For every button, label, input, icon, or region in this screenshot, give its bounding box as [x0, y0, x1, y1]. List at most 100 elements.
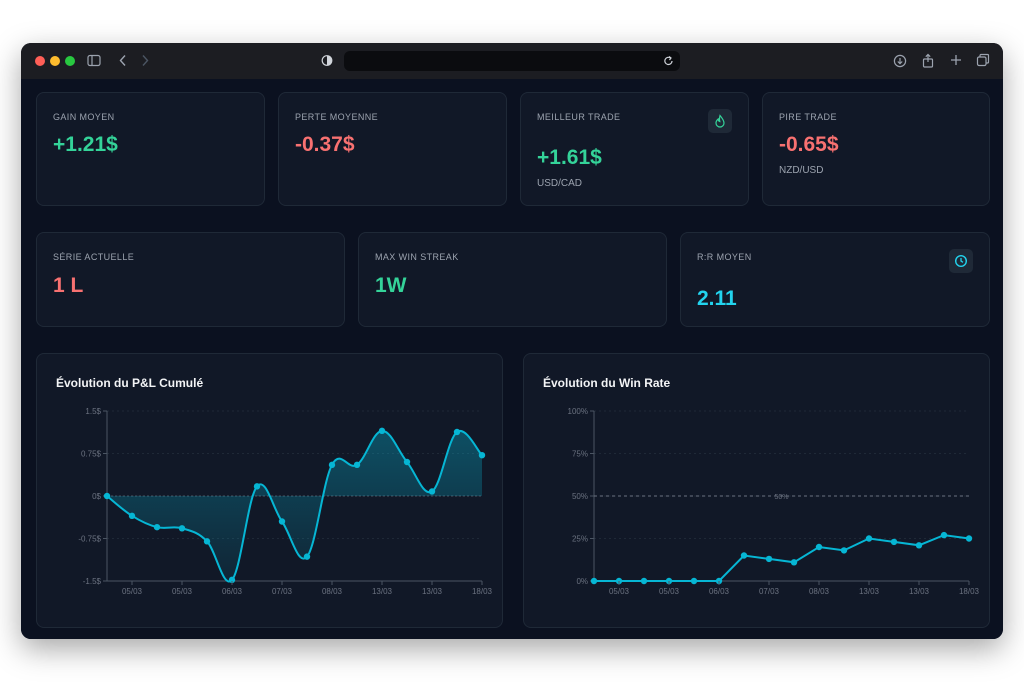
y-tick-label: 0$	[92, 492, 101, 501]
data-point	[915, 542, 923, 549]
tabs-overview-icon[interactable]	[976, 53, 990, 67]
stat-card-avg-rr: R:R MOYEN 2.11	[680, 232, 990, 327]
browser-window: GAIN MOYEN +1.21$ PERTE MOYENNE -0.37$ M…	[21, 43, 1003, 639]
data-point	[765, 555, 773, 563]
x-tick-label: 05/03	[659, 587, 680, 596]
data-point	[453, 428, 461, 436]
data-point	[303, 553, 311, 560]
x-tick-label: 08/03	[322, 587, 343, 596]
data-point	[840, 547, 848, 554]
x-tick-label: 05/03	[172, 587, 193, 596]
x-tick-label: 05/03	[609, 587, 630, 596]
stat-card-avg-loss: PERTE MOYENNE -0.37$	[278, 92, 507, 206]
data-point	[890, 538, 898, 546]
stat-value: 1 L	[53, 274, 84, 297]
download-icon[interactable]	[893, 54, 907, 68]
stat-card-max-win-streak: MAX WIN STREAK 1W	[358, 232, 667, 327]
stat-card-worst-trade: PIRE TRADE -0.65$ NZD/USD	[762, 92, 990, 206]
y-tick-label: 25%	[572, 535, 588, 544]
x-tick-label: 13/03	[859, 587, 880, 596]
data-point	[278, 518, 286, 525]
chart-title: Évolution du Win Rate	[543, 376, 671, 390]
winrate-chart-card: Évolution du Win Rate 100% 75% 50% 25% 0% 50%…	[523, 353, 990, 628]
y-tick-label: 50%	[572, 492, 588, 501]
data-point	[965, 535, 973, 542]
stat-value: -0.37$	[295, 133, 355, 156]
y-tick-label: 0.75$	[81, 450, 102, 459]
data-point	[328, 461, 336, 469]
x-tick-label: 13/03	[909, 587, 930, 596]
flame-icon	[708, 109, 732, 133]
x-tick-label: 13/03	[422, 587, 443, 596]
stat-label: R:R MOYEN	[697, 252, 752, 262]
stat-value: -0.65$	[779, 133, 839, 156]
data-point	[378, 427, 386, 435]
stat-card-best-trade: MEILLEUR TRADE +1.61$ USD/CAD	[520, 92, 749, 206]
x-tick-label: 18/03	[959, 587, 980, 596]
pnl-chart: 1.5$ 0.75$ 0$ -0.75$ -1.5$ 05/03 05/03 06/03 07/…	[78, 407, 493, 596]
stat-card-current-streak: SÉRIE ACTUELLE 1 L	[36, 232, 345, 327]
data-point	[478, 452, 486, 459]
y-tick-label: -0.75$	[78, 535, 101, 544]
x-tick-label: 18/03	[472, 587, 493, 596]
data-point	[128, 512, 136, 520]
stat-label: GAIN MOYEN	[53, 112, 115, 122]
data-point	[253, 483, 261, 490]
stat-label: SÉRIE ACTUELLE	[53, 252, 135, 262]
y-tick-label: 100%	[568, 407, 588, 416]
new-tab-icon[interactable]	[950, 54, 962, 66]
data-point	[690, 577, 698, 585]
y-tick-label: 0%	[576, 577, 588, 586]
data-point	[203, 538, 211, 545]
data-point	[403, 458, 411, 466]
maximize-window-button[interactable]	[65, 56, 75, 66]
close-window-button[interactable]	[35, 56, 45, 66]
back-icon[interactable]	[119, 54, 127, 67]
clock-icon	[949, 249, 973, 273]
currency-pair: USD/CAD	[537, 178, 583, 189]
stat-value: +1.61$	[537, 146, 602, 169]
y-tick-label: 75%	[572, 450, 588, 459]
address-bar[interactable]	[344, 51, 680, 71]
data-point	[428, 488, 436, 495]
dashboard: GAIN MOYEN +1.21$ PERTE MOYENNE -0.37$ M…	[21, 79, 1003, 639]
y-tick-label: -1.5$	[83, 577, 102, 586]
data-point	[153, 523, 161, 531]
stat-value: 1W	[375, 274, 407, 297]
stat-value: +1.21$	[53, 133, 118, 156]
sidebar-icon[interactable]	[87, 54, 101, 67]
data-point	[178, 525, 186, 532]
series-line	[594, 534, 970, 582]
data-point	[740, 552, 748, 559]
x-tick-label: 07/03	[272, 587, 293, 596]
reference-line-label: 50%	[774, 494, 788, 501]
stat-card-avg-gain: GAIN MOYEN +1.21$	[36, 92, 265, 206]
y-tick-label: 1.5$	[85, 407, 101, 416]
share-icon[interactable]	[921, 53, 935, 68]
x-tick-label: 05/03	[122, 587, 143, 596]
x-tick-label: 07/03	[759, 587, 780, 596]
stat-label: PERTE MOYENNE	[295, 112, 379, 122]
data-point	[865, 535, 873, 542]
data-point	[940, 531, 948, 539]
x-tick-label: 08/03	[809, 587, 830, 596]
data-point	[590, 577, 598, 585]
winrate-chart: 100% 75% 50% 25% 0% 50% 05/03 05/03 06/03 07/03 08…	[568, 407, 980, 596]
forward-icon[interactable]	[141, 54, 149, 67]
currency-pair: NZD/USD	[779, 165, 824, 176]
data-point	[790, 559, 798, 566]
series-line	[106, 429, 483, 583]
data-point	[815, 543, 823, 551]
reload-icon[interactable]	[663, 55, 674, 67]
data-point	[353, 461, 361, 469]
stat-label: PIRE TRADE	[779, 112, 837, 122]
data-point	[228, 576, 236, 584]
browser-titlebar	[21, 43, 1003, 79]
x-tick-label: 13/03	[372, 587, 393, 596]
stat-value: 2.11	[697, 287, 737, 310]
chart-title: Évolution du P&L Cumulé	[56, 376, 204, 390]
data-point	[103, 492, 111, 500]
privacy-shield-icon[interactable]	[321, 54, 333, 67]
x-tick-label: 06/03	[709, 587, 730, 596]
minimize-window-button[interactable]	[50, 56, 60, 66]
